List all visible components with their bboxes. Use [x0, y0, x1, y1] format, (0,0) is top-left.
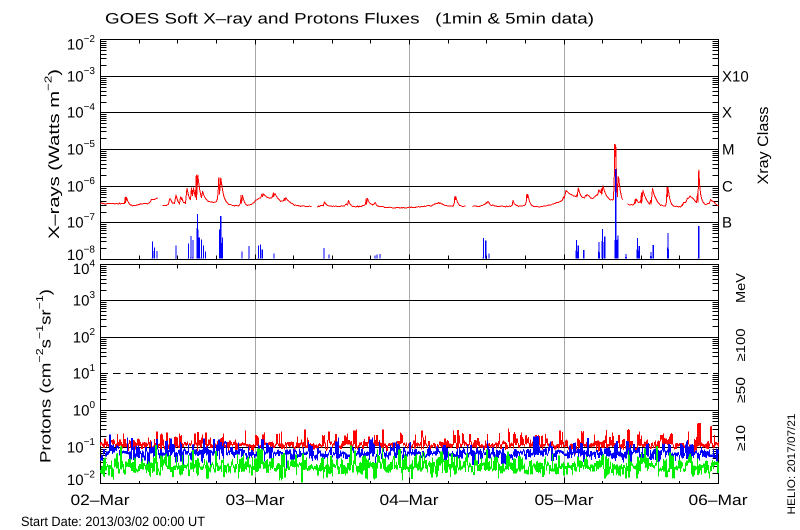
svg-text:Start Date: 2013/03/02 00:00 U: Start Date: 2013/03/02 00:00 UT — [21, 514, 205, 529]
svg-text:Xray Class: Xray Class — [755, 107, 772, 185]
svg-text:Protons (cm−2s−1sr−1): Protons (cm−2s−1sr−1) — [35, 289, 55, 463]
svg-text:X–rays (Watts m−2): X–rays (Watts m−2) — [44, 69, 64, 239]
svg-text:05–Mar: 05–Mar — [535, 492, 594, 509]
svg-text:GOES Soft X–ray and Protons Fl: GOES Soft X–ray and Protons Fluxes (1min… — [105, 11, 594, 28]
svg-text:HELIO: 2017/07/21: HELIO: 2017/07/21 — [786, 414, 798, 515]
svg-text:X10: X10 — [722, 69, 749, 86]
svg-text:C: C — [722, 179, 733, 196]
svg-text:B: B — [722, 215, 732, 232]
svg-text:X: X — [722, 105, 732, 122]
svg-text:04–Mar: 04–Mar — [380, 492, 439, 509]
svg-text:MeV: MeV — [733, 273, 748, 303]
svg-text:≥50: ≥50 — [733, 377, 748, 403]
svg-text:≥100: ≥100 — [733, 329, 748, 362]
svg-text:02–Mar: 02–Mar — [71, 492, 130, 509]
svg-text:03–Mar: 03–Mar — [226, 492, 285, 509]
svg-text:≥10: ≥10 — [733, 425, 748, 451]
svg-text:06–Mar: 06–Mar — [689, 492, 748, 509]
svg-text:M: M — [722, 142, 735, 159]
